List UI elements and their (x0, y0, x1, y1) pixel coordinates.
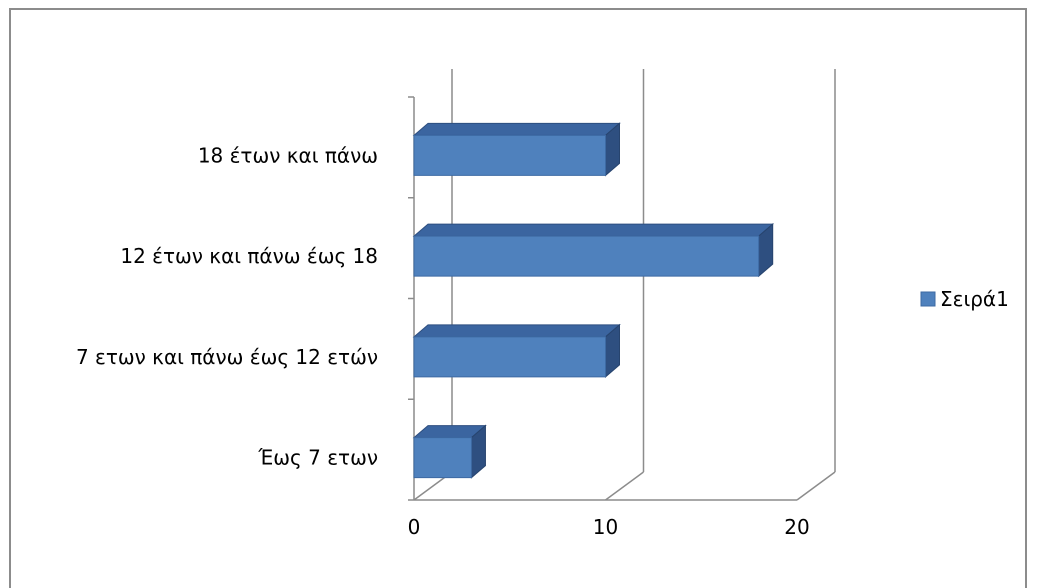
x-tick-label-2: 20 (784, 515, 809, 539)
legend-label: Σειρά1 (940, 287, 1009, 311)
x-tick-label-1: 10 (593, 515, 618, 539)
legend-swatch (920, 291, 936, 307)
bar-3 (412, 122, 621, 177)
category-label-2: 12 έτων και πάνω έως 18 (120, 244, 378, 268)
floor-line-1 (605, 471, 644, 501)
labels: 0 10 20 Έως 7 ετων 7 ετων και πάνω έως 12 ετ… (76, 143, 810, 539)
bar-front-face-0 (413, 437, 472, 479)
bar-front-face-2 (413, 235, 760, 277)
bar-front-face-1 (413, 336, 606, 378)
bar-top-face-1 (412, 324, 621, 338)
chart-area (9, 8, 1027, 588)
floor-line-2 (796, 471, 836, 501)
bar-top-face-3 (412, 122, 621, 136)
x-tick-label-0: 0 (408, 515, 421, 539)
category-label-0: Έως 7 ετων (257, 446, 378, 470)
bar-front-face-3 (413, 134, 606, 176)
legend: Σειρά1 (920, 287, 1009, 311)
bar-1 (412, 323, 621, 378)
category-label-1: 7 ετων και πάνω έως 12 ετών (76, 345, 378, 369)
category-label-3: 18 έτων και πάνω (198, 143, 378, 167)
bars (412, 122, 775, 479)
bar-2 (412, 223, 775, 278)
bar-top-face-2 (412, 223, 775, 237)
bar-0 (412, 424, 487, 479)
